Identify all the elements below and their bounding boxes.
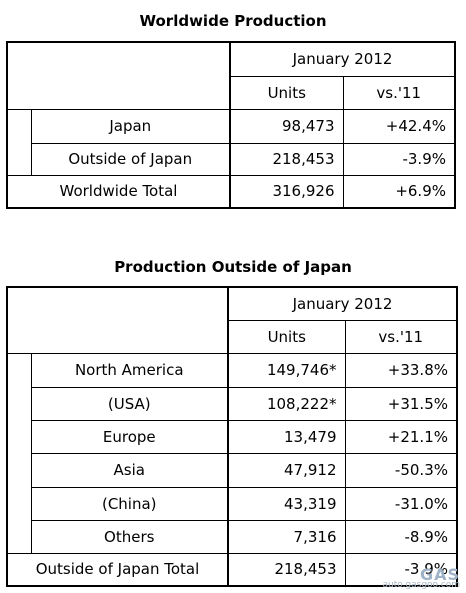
vs-value: +33.8% bbox=[344, 352, 458, 388]
table-row: Europe 13,479 +21.1% bbox=[6, 419, 458, 454]
header-row-period: January 2012 bbox=[6, 286, 458, 354]
header-row-columns: Units vs.'11 bbox=[7, 319, 458, 354]
worldwide-production-title: Worldwide Production bbox=[139, 12, 327, 30]
header-blank-cell bbox=[6, 286, 229, 354]
region-label: Others bbox=[30, 519, 229, 554]
header-row-period: January 2012 bbox=[6, 41, 456, 110]
outside-production-title: Production Outside of Japan bbox=[114, 258, 352, 276]
total-row: Outside of Japan Total 218,453 -3.9% bbox=[6, 552, 458, 587]
vs-value: +31.5% bbox=[344, 386, 458, 421]
units-value: 43,319 bbox=[227, 486, 346, 521]
period-header: January 2012 bbox=[227, 286, 458, 321]
total-units-value: 316,926 bbox=[229, 174, 344, 209]
region-label: Europe bbox=[30, 419, 229, 454]
table-row: Outside of Japan 218,453 -3.9% bbox=[6, 142, 456, 176]
indent-cell bbox=[6, 420, 32, 453]
table-row: (USA) 108,222* +31.5% bbox=[6, 386, 458, 421]
units-column-header: Units bbox=[227, 319, 346, 354]
vs-column-header: vs.'11 bbox=[344, 319, 458, 354]
units-value: 149,746* bbox=[227, 352, 346, 388]
table-row: Japan 98,473 +42.4% bbox=[6, 108, 456, 144]
units-value: 98,473 bbox=[229, 108, 344, 144]
total-row: Worldwide Total 316,926 +6.9% bbox=[6, 174, 456, 209]
total-vs-value: -3.9% bbox=[344, 552, 458, 587]
watermark-text: auto.gasgoo.com bbox=[382, 580, 460, 590]
units-value: 47,912 bbox=[227, 452, 346, 488]
region-label: Asia bbox=[30, 452, 229, 488]
region-label: Outside of Japan bbox=[30, 142, 231, 176]
vs-column-header: vs.'11 bbox=[342, 75, 456, 110]
table-row: Asia 47,912 -50.3% bbox=[6, 452, 458, 488]
total-label: Outside of Japan Total bbox=[6, 552, 229, 587]
table-row: (China) 43,319 -31.0% bbox=[6, 486, 458, 521]
vs-value: +21.1% bbox=[344, 419, 458, 454]
units-value: 218,453 bbox=[229, 142, 344, 176]
vs-value: +42.4% bbox=[342, 108, 456, 144]
indent-cell bbox=[6, 352, 32, 387]
worldwide-production-table: January 2012 Units vs.'11 Japan 98,473 +… bbox=[6, 41, 456, 209]
vs-value: -3.9% bbox=[342, 142, 456, 176]
indent-cell bbox=[6, 143, 32, 176]
indent-cell bbox=[6, 487, 32, 520]
vs-value: -8.9% bbox=[344, 519, 458, 554]
units-value: 13,479 bbox=[227, 419, 346, 454]
units-value: 7,316 bbox=[227, 519, 346, 554]
units-column-header: Units bbox=[229, 75, 344, 110]
watermark: GAS auto.gasgoo.com bbox=[382, 565, 460, 591]
indent-cell bbox=[6, 387, 32, 420]
indent-cell bbox=[6, 520, 32, 554]
outside-production-table: January 2012 Units vs.'11 North America … bbox=[6, 286, 458, 587]
units-value: 108,222* bbox=[227, 386, 346, 421]
period-header: January 2012 bbox=[229, 41, 456, 77]
total-units-value: 218,453 bbox=[227, 552, 346, 587]
header-blank-cell bbox=[6, 41, 231, 110]
region-label: (USA) bbox=[30, 386, 229, 421]
total-label: Worldwide Total bbox=[6, 174, 231, 209]
region-label: (China) bbox=[30, 486, 229, 521]
region-label: North America bbox=[30, 352, 229, 388]
header-row-columns: Units vs.'11 bbox=[7, 75, 456, 110]
vs-value: -31.0% bbox=[344, 486, 458, 521]
region-label: Japan bbox=[30, 108, 231, 144]
table-row: Others 7,316 -8.9% bbox=[6, 519, 458, 554]
total-vs-value: +6.9% bbox=[342, 174, 456, 209]
indent-cell bbox=[6, 453, 32, 487]
watermark-logo: GAS bbox=[419, 565, 460, 584]
indent-cell bbox=[6, 108, 32, 143]
table-row: North America 149,746* +33.8% bbox=[6, 352, 458, 388]
vs-value: -50.3% bbox=[344, 452, 458, 488]
